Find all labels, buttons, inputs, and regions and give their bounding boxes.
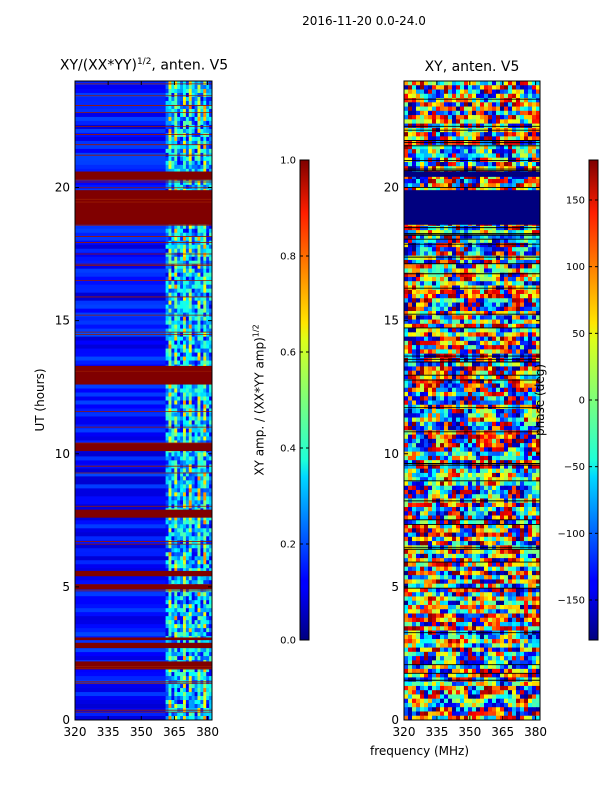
right-xtick-label-350: 350 — [458, 725, 481, 739]
axes-layer: 320 335 350 365 380 0 5 10 15 20 320 335 350 365 380 0 5… — [55, 80, 599, 739]
right-dark-band-1 — [404, 171, 540, 177]
right-cbar-tick-label-1: −100 — [558, 529, 585, 540]
left-saturated-band-2 — [75, 365, 212, 385]
right-xtick-label-320: 320 — [393, 725, 416, 739]
left-panel-title: XY/(XX*YY)1/2, anten. V5 — [24, 57, 264, 74]
left-ytick-label-0: 0 — [62, 713, 70, 727]
right-cbar-tick-label-2: −50 — [564, 462, 585, 473]
right-panel-title: XY, anten. V5 — [424, 59, 520, 75]
left-ylabel: UT (hours) — [33, 368, 47, 432]
left-cbar-label-prefix: XY amp. / (XX*YY amp) — [252, 337, 267, 476]
right-cbar-tick-label-4: 50 — [572, 329, 585, 340]
right-xtick-label-380: 380 — [524, 725, 547, 739]
left-saturated-band-5 — [75, 570, 212, 577]
left-ytick-label-5: 5 — [62, 580, 70, 594]
left-heatmap — [75, 81, 212, 720]
left-xtick-label-380: 380 — [196, 725, 219, 739]
left-ytick-label-15: 15 — [55, 314, 70, 328]
right-xtick-label-365: 365 — [491, 725, 514, 739]
left-title-prefix: XY/(XX*YY) — [59, 57, 137, 74]
right-dark-band-0 — [404, 190, 540, 225]
left-saturated-band-9 — [75, 637, 212, 641]
left-saturated-band-3 — [75, 443, 212, 452]
left-cbar-tick-label-5: 1.0 — [280, 156, 296, 167]
left-title-sup: 1/2 — [136, 57, 152, 67]
right-ytick-label-10: 10 — [384, 447, 399, 461]
left-ytick-label-20: 20 — [55, 181, 70, 195]
right-heatmap — [404, 81, 540, 720]
left-xtick-label-335: 335 — [97, 725, 120, 739]
left-xtick-label-350: 350 — [130, 725, 153, 739]
right-ytick-label-15: 15 — [384, 314, 399, 328]
left-saturated-band-4 — [75, 509, 212, 518]
right-cbar-tick-label-5: 100 — [566, 262, 585, 273]
left-cbar-label-sup: 1/2 — [251, 324, 261, 338]
left-cbar-tick-label-1: 0.2 — [280, 540, 296, 551]
left-xtick-label-320: 320 — [64, 725, 87, 739]
figure-title: 2016-11-20 0.0-24.0 — [302, 14, 426, 28]
left-ytick-label-10: 10 — [55, 447, 70, 461]
left-colorbar — [299, 159, 310, 641]
left-cbar-tick-label-2: 0.4 — [280, 444, 296, 455]
right-axes-frame — [403, 80, 541, 721]
left-axes-frame — [74, 80, 213, 721]
left-cbar-tick-label-3: 0.6 — [280, 348, 296, 359]
left-saturated-band-8 — [75, 642, 212, 649]
right-cbar-tick-label-3: 0 — [579, 396, 585, 407]
right-ytick-label-0: 0 — [391, 713, 399, 727]
right-cbar-tick-label-0: −150 — [558, 596, 585, 607]
left-cbar-tick-label-0: 0.0 — [280, 636, 296, 647]
left-saturated-band-0 — [75, 190, 212, 225]
right-ytick-label-20: 20 — [384, 181, 399, 195]
left-saturated-band-7 — [75, 661, 212, 670]
left-saturated-band-6 — [75, 584, 212, 590]
left-xtick-label-365: 365 — [163, 725, 186, 739]
right-ytick-label-5: 5 — [391, 580, 399, 594]
right-cbar-tick-label-6: 150 — [566, 196, 585, 207]
left-saturated-band-1 — [75, 171, 212, 180]
right-xtick-label-335: 335 — [425, 725, 448, 739]
left-title-suffix: , anten. V5 — [151, 57, 229, 74]
left-cbar-tick-label-4: 0.8 — [280, 252, 296, 263]
shared-xlabel: frequency (MHz) — [370, 744, 470, 758]
right-colorbar-label: phase (deg) — [533, 363, 547, 437]
left-colorbar-label: XY amp. / (XX*YY amp)1/2 — [252, 324, 267, 475]
